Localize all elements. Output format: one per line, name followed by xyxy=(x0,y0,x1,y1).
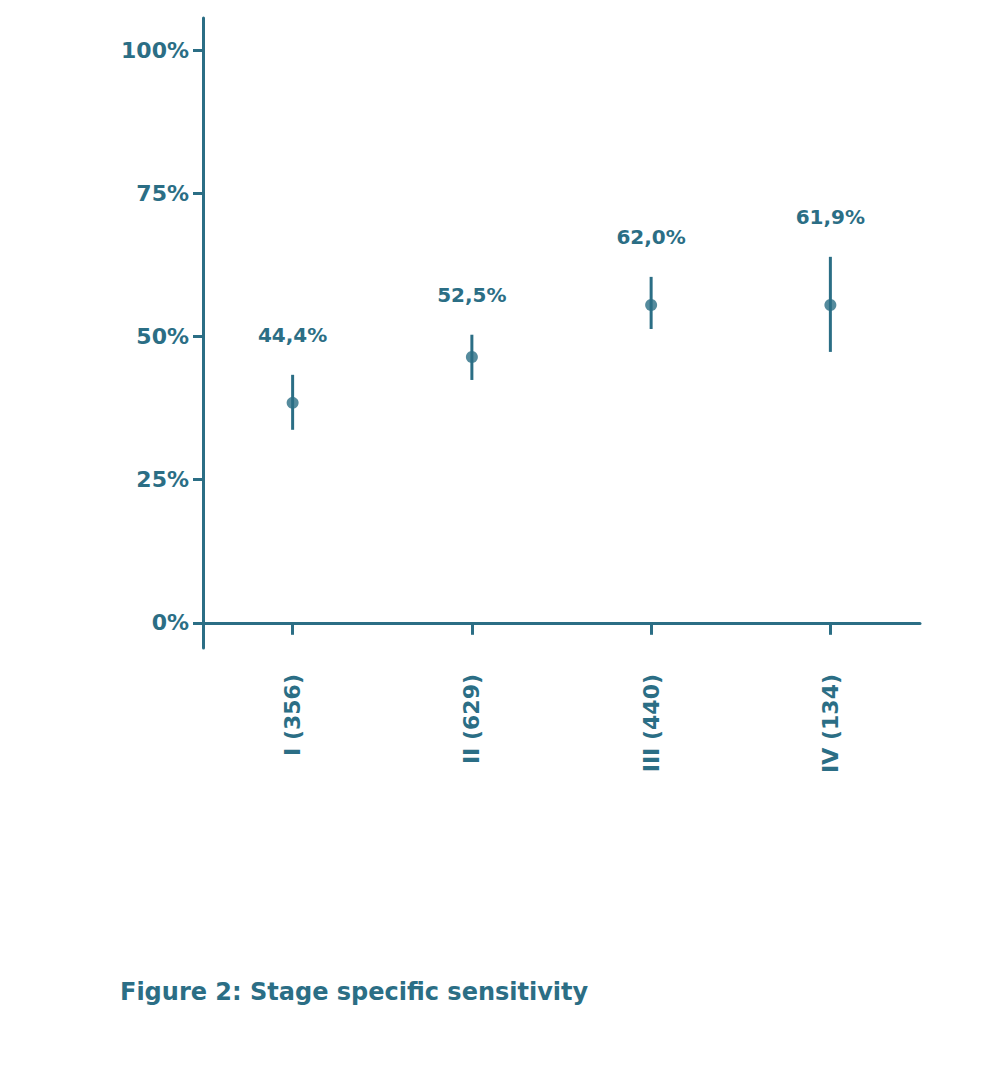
svg-text:0%: 0% xyxy=(152,610,189,635)
svg-text:III (440): III (440) xyxy=(639,674,664,772)
svg-text:61,9%: 61,9% xyxy=(796,205,865,229)
svg-text:IV (134): IV (134) xyxy=(818,674,843,773)
svg-text:50%: 50% xyxy=(136,324,189,349)
svg-text:52,5%: 52,5% xyxy=(437,283,506,307)
svg-text:100%: 100% xyxy=(121,38,189,63)
svg-text:I (356): I (356) xyxy=(280,674,305,756)
svg-text:44,4%: 44,4% xyxy=(258,323,327,347)
svg-text:Figure 2: Stage specific sensi: Figure 2: Stage specific sensitivity xyxy=(120,978,589,1006)
svg-text:II (629): II (629) xyxy=(459,674,484,764)
svg-text:25%: 25% xyxy=(136,467,189,492)
svg-text:62,0%: 62,0% xyxy=(616,225,685,249)
svg-text:75%: 75% xyxy=(136,181,189,206)
